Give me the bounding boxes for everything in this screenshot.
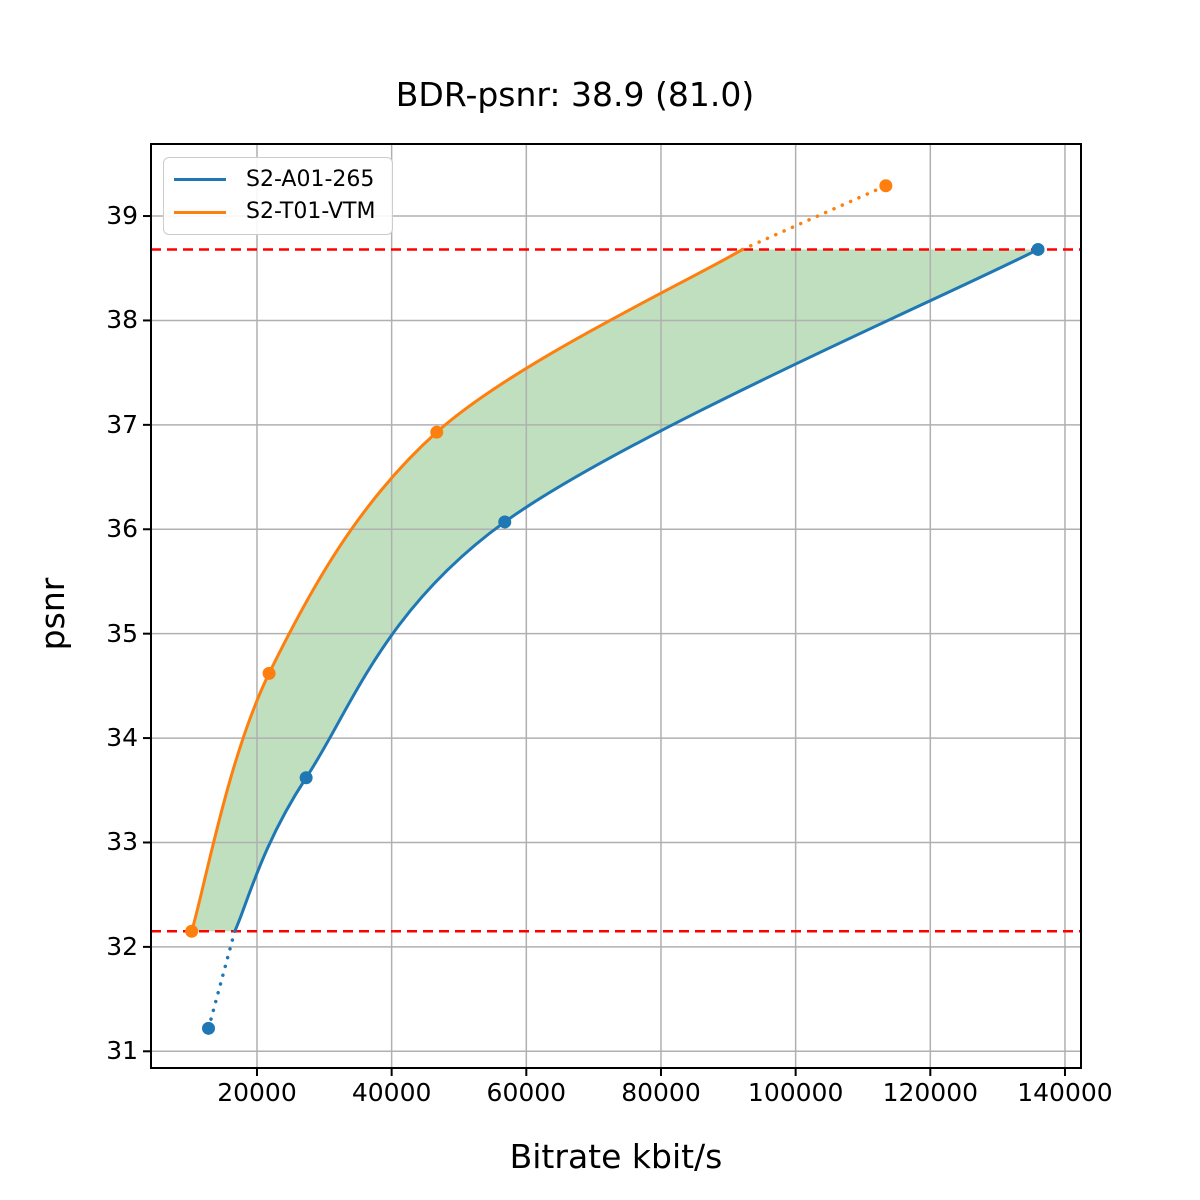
x-tick-label: 60000 xyxy=(486,1078,567,1107)
data-point-s2-t01-vtm xyxy=(430,425,444,439)
legend-label-series-1: S2-A01-265 xyxy=(246,166,375,192)
series-dotted-extension-s2-a01-265 xyxy=(206,929,237,1031)
series-line-s2-t01-vtm xyxy=(190,248,744,932)
legend-label-series-2: S2-T01-VTM xyxy=(246,199,376,225)
x-tick-label: 80000 xyxy=(621,1078,701,1107)
data-point-s2-a01-265 xyxy=(498,515,512,529)
data-point-s2-a01-265 xyxy=(299,771,313,785)
axes-spines xyxy=(150,143,1082,1069)
y-tick-label: 37 xyxy=(106,409,138,439)
data-point-s2-t01-vtm xyxy=(185,924,199,938)
series-dotted-extension-s2-t01-vtm xyxy=(740,184,888,252)
bd-shaded-region xyxy=(191,249,1039,932)
data-point-s2-t01-vtm xyxy=(879,179,893,193)
data-point-s2-a01-265 xyxy=(202,1021,216,1035)
x-axis-label: Bitrate kbit/s xyxy=(509,1137,723,1176)
y-tick-label: 35 xyxy=(106,618,138,648)
legend-line-sample-orange xyxy=(174,210,226,214)
data-point-s2-a01-265 xyxy=(1031,242,1045,256)
y-tick-label: 32 xyxy=(106,931,138,961)
y-tick-label: 39 xyxy=(106,201,138,231)
x-tick-label: 20000 xyxy=(217,1078,297,1107)
legend-item-series-2: S2-T01-VTM xyxy=(164,199,392,225)
y-tick-label: 36 xyxy=(106,514,138,544)
x-tick-label: 140000 xyxy=(1017,1078,1113,1107)
legend: S2-A01-265 S2-T01-VTM xyxy=(163,157,393,235)
y-tick-label: 34 xyxy=(106,723,138,753)
chart-title: BDR-psnr: 38.9 (81.0) xyxy=(395,75,755,114)
y-tick-label: 31 xyxy=(106,1036,138,1066)
series-line-s2-a01-265 xyxy=(233,248,1039,932)
legend-line-sample-blue xyxy=(174,178,226,182)
legend-item-series-1: S2-A01-265 xyxy=(164,167,392,193)
data-point-s2-t01-vtm xyxy=(262,666,276,680)
x-tick-label: 100000 xyxy=(747,1078,844,1107)
y-tick-label: 33 xyxy=(106,827,138,857)
y-tick-label: 38 xyxy=(106,305,138,335)
x-tick-label: 40000 xyxy=(351,1078,432,1107)
x-tick-label: 120000 xyxy=(882,1078,979,1107)
